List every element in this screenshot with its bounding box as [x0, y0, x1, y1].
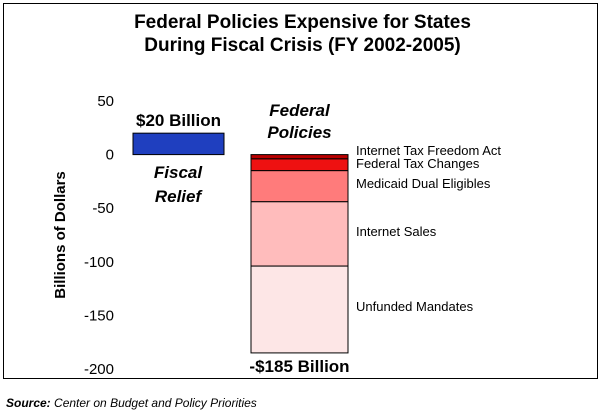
y-tick-label-5: -200	[84, 361, 114, 378]
federal-policy-segment-label-3: Medicaid Dual Eligibles	[356, 176, 491, 191]
y-tick-label-3: -100	[84, 254, 114, 271]
federal-policy-segment-label-2: Federal Tax Changes	[356, 156, 480, 171]
y-axis-title: Billions of Dollars	[52, 171, 69, 299]
federal-policies-total-label: -$185 Billion	[249, 357, 349, 376]
y-tick-label-2: -50	[92, 200, 114, 217]
fiscal-relief-label-line-1: Fiscal	[154, 163, 203, 182]
fiscal-relief-label-line-2: Relief	[155, 187, 204, 206]
fiscal-relief-bar	[132, 132, 225, 156]
y-tick-label-4: -150	[84, 307, 114, 324]
federal-policy-segment-2	[250, 158, 349, 172]
chart-title-line-2: During Fiscal Crisis (FY 2002-2005)	[144, 35, 461, 56]
federal-policies-label-line-2: Policies	[267, 123, 331, 142]
federal-policy-segment-label-4: Internet Sales	[356, 224, 437, 239]
federal-policy-segment-1	[250, 154, 349, 160]
fiscal-relief-value-label: $20 Billion	[136, 111, 221, 130]
source-note: Source: Center on Budget and Policy Prio…	[6, 396, 257, 410]
federal-policy-segment-5	[250, 265, 349, 354]
federal-policy-segment-label-1: Internet Tax Freedom Act	[356, 143, 501, 158]
federal-policy-segment-label-5: Unfunded Mandates	[356, 299, 474, 314]
chart-title-line-1: Federal Policies Expensive for States	[134, 12, 471, 33]
source-label: Source:	[6, 396, 51, 410]
federal-policy-segment-3	[250, 170, 349, 203]
y-tick-label-1: 0	[106, 147, 114, 164]
federal-policies-label-line-1: Federal	[269, 101, 331, 120]
federal-policy-segment-4	[250, 201, 349, 267]
y-tick-label-0: 50	[97, 93, 114, 110]
source-text: Center on Budget and Policy Priorities	[54, 396, 257, 410]
